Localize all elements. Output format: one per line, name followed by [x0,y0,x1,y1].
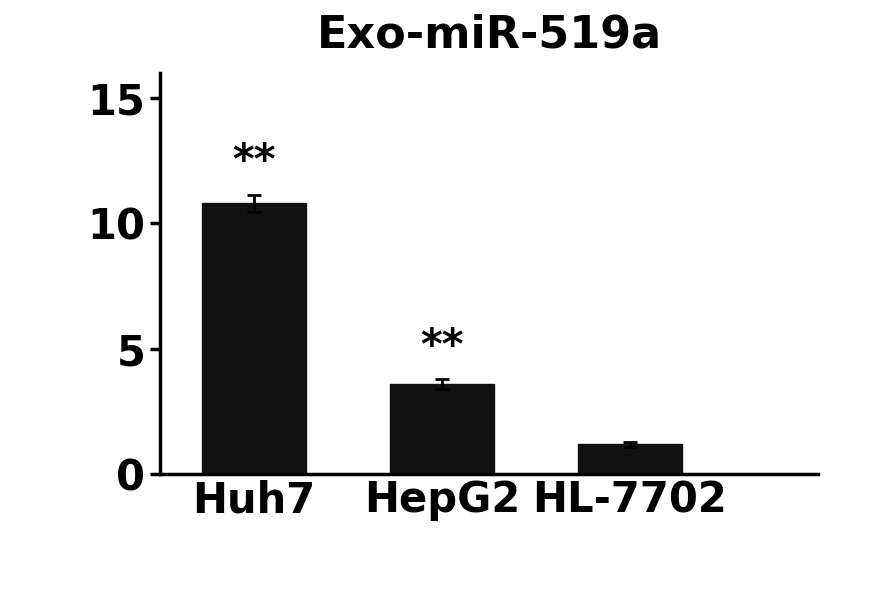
Bar [203,204,306,474]
Bar [578,444,682,474]
Text: **: ** [232,141,276,184]
Title: Exo-miR-519a: Exo-miR-519a [316,14,661,57]
Text: **: ** [420,326,464,368]
Bar [390,384,493,474]
